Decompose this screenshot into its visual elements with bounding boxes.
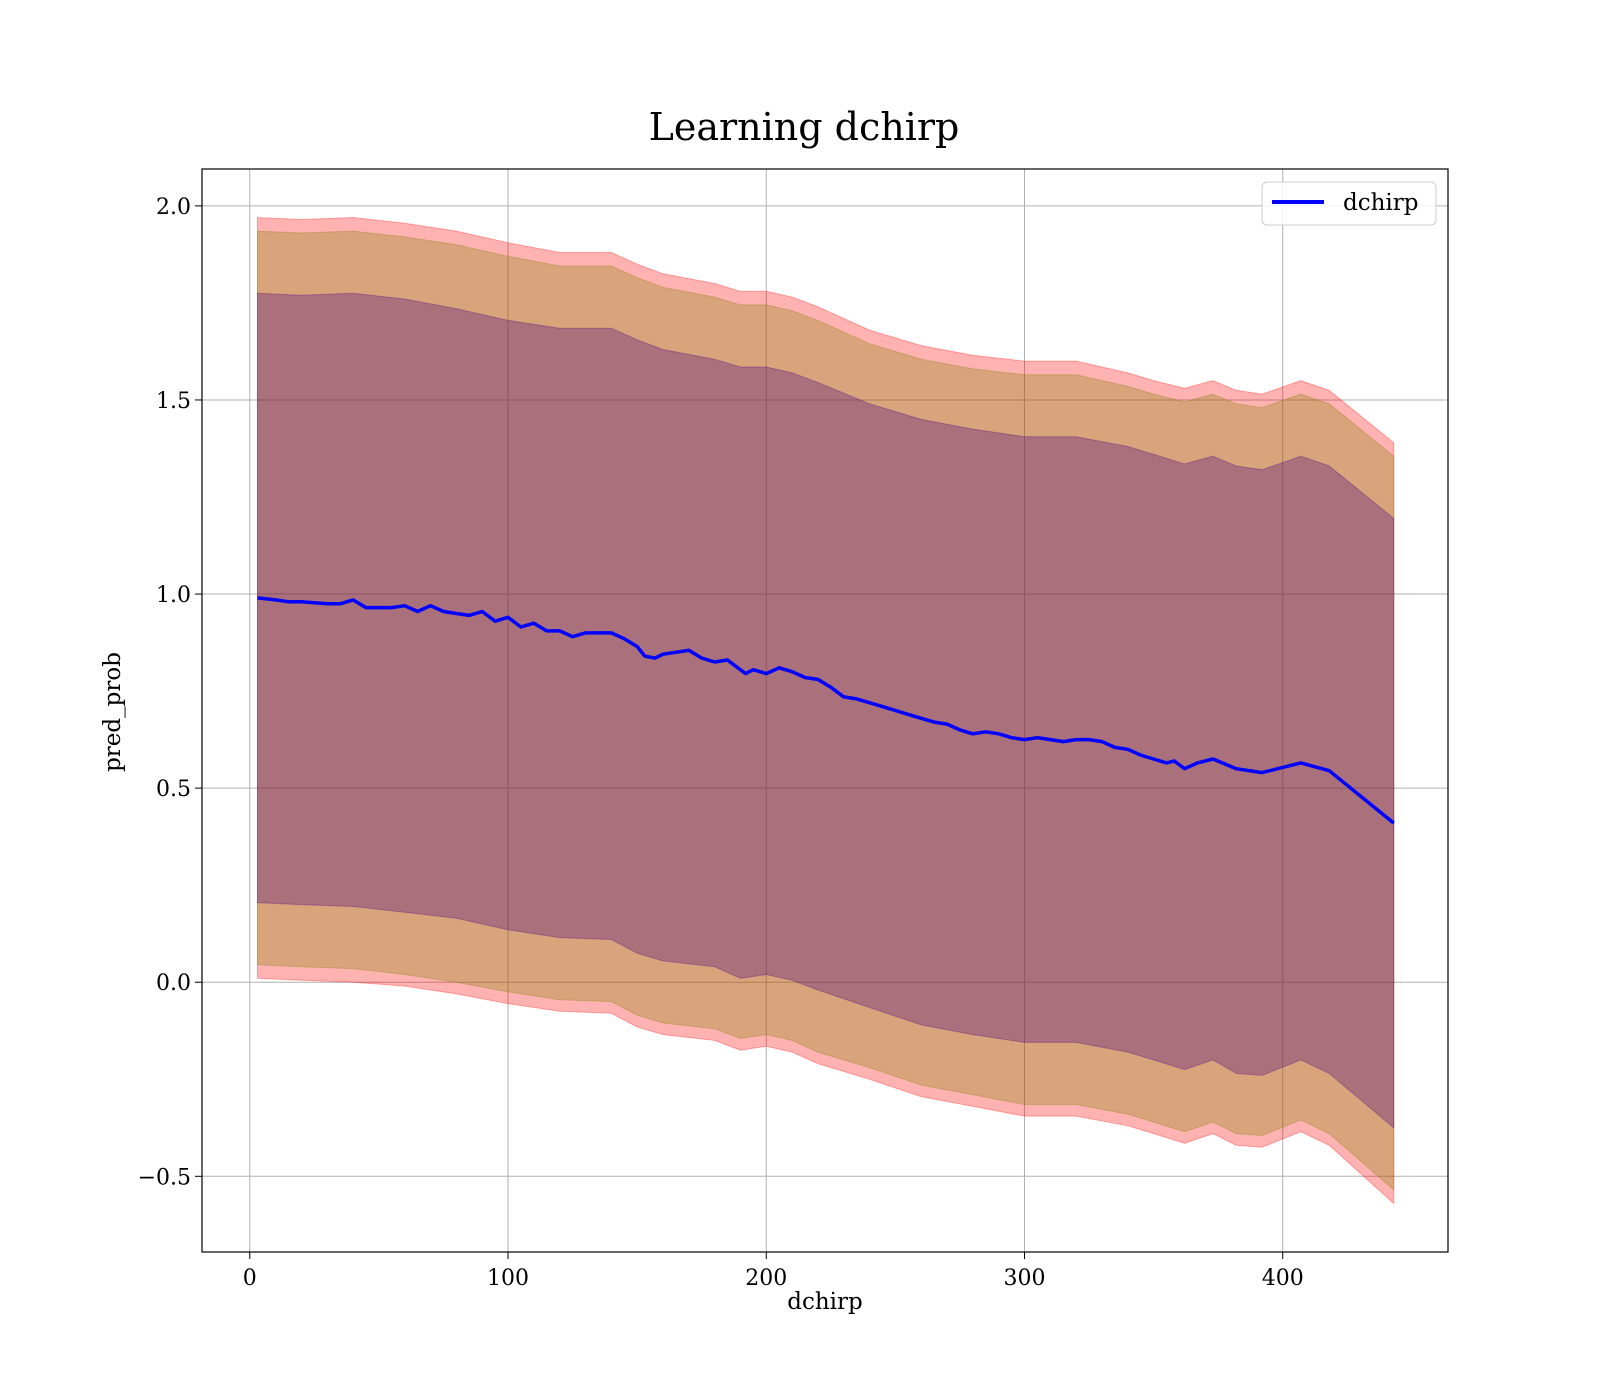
y-tick-label: 0.5 <box>156 777 191 802</box>
grid <box>202 169 1448 1252</box>
x-tick-label: 300 <box>1003 1266 1045 1291</box>
confidence-band-3 <box>257 292 1395 1129</box>
y-tick-label: 1.0 <box>156 583 191 608</box>
y-tick-label: 2.0 <box>156 195 191 220</box>
x-tick-label: 400 <box>1262 1266 1304 1291</box>
legend-box <box>1261 181 1437 226</box>
y-tick-label: 1.5 <box>156 389 191 414</box>
confidence-band-1 <box>257 216 1395 1205</box>
y-axis: −0.5 0.0 0.5 1.0 1.5 2.0 <box>138 195 202 1190</box>
plot-area <box>201 168 1449 1253</box>
confidence-band-2 <box>257 230 1395 1191</box>
y-axis-label: pred_prob <box>100 652 126 772</box>
confidence-bands <box>257 216 1395 1205</box>
series-line-dchirp <box>257 596 1395 825</box>
x-tick-label: 100 <box>487 1266 529 1291</box>
x-tick-label: 200 <box>745 1266 787 1291</box>
legend: dchirp <box>1261 181 1437 226</box>
plot-frame <box>201 168 1449 1253</box>
legend-entry-dchirp: dchirp <box>1343 190 1419 216</box>
x-axis-label: dchirp <box>787 1289 863 1315</box>
x-tick-label: 0 <box>243 1266 257 1291</box>
x-axis: 0 100 200 300 400 <box>243 1252 1304 1291</box>
plot-background <box>202 169 1448 1252</box>
series-lines <box>257 596 1395 825</box>
y-tick-label: 0.0 <box>156 971 191 996</box>
chart-title: Learning dchirp <box>649 105 960 149</box>
y-tick-label: −0.5 <box>138 1165 191 1190</box>
